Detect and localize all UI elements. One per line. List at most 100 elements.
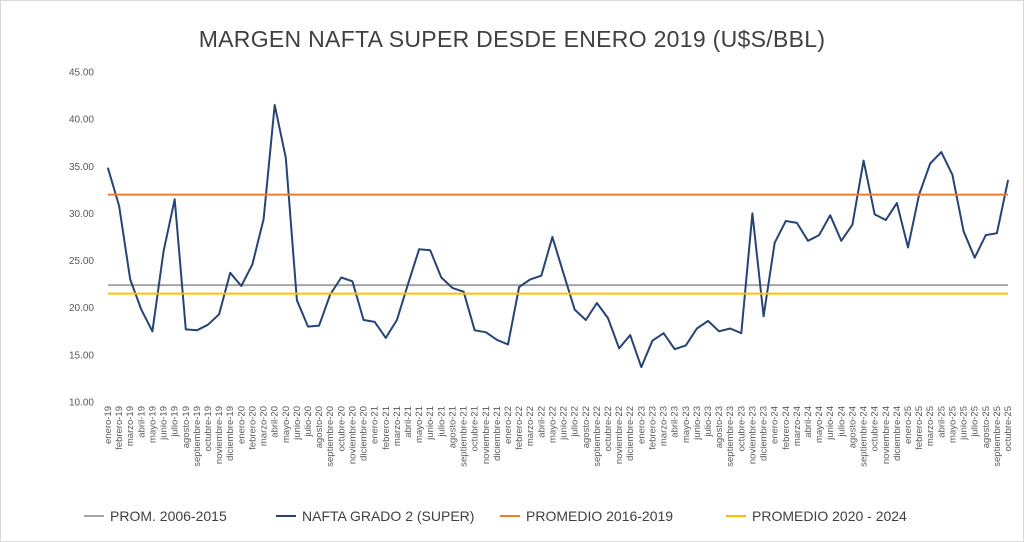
x-tick-label: julio-21 bbox=[436, 406, 447, 438]
x-tick-label: abril-21 bbox=[403, 406, 414, 438]
x-tick-label: mayo-24 bbox=[814, 406, 825, 443]
data-point bbox=[296, 299, 298, 301]
x-tick-label: junio-19 bbox=[159, 406, 170, 441]
x-tick-label: marzo-20 bbox=[259, 406, 270, 446]
data-point bbox=[584, 319, 587, 321]
x-tick-label: octubre-19 bbox=[203, 406, 214, 451]
x-tick-label: abril-22 bbox=[536, 406, 547, 438]
data-point bbox=[384, 337, 387, 339]
data-point bbox=[684, 344, 687, 347]
data-point bbox=[851, 223, 854, 226]
data-point bbox=[540, 274, 543, 277]
x-tick-label: septiembre-22 bbox=[592, 406, 603, 467]
legend-label: PROMEDIO 2016-2019 bbox=[526, 508, 674, 524]
legend-item-promedio-2016-2019: PROMEDIO 2016-2019 bbox=[500, 508, 673, 524]
x-tick-label: octubre-21 bbox=[470, 406, 481, 451]
x-axis: enero-19 febrero-19 marzo-19 abril-19 mayo-1… bbox=[103, 406, 1014, 467]
data-point bbox=[351, 280, 354, 283]
data-point bbox=[373, 321, 376, 323]
data-point bbox=[940, 151, 943, 153]
data-point bbox=[696, 327, 698, 330]
data-point bbox=[262, 218, 265, 220]
x-tick-label: enero-24 bbox=[770, 406, 781, 444]
legend-label: PROM. 2006-2015 bbox=[110, 508, 227, 524]
data-point bbox=[307, 325, 309, 328]
data-point bbox=[951, 173, 954, 176]
x-tick-label: febrero-20 bbox=[247, 406, 258, 450]
x-tick-label: septiembre-20 bbox=[325, 406, 336, 467]
x-tick-label: septiembre-19 bbox=[192, 406, 203, 467]
y-axis: 10.00 15.00 20.00 25.00 30.00 35.00 40.00 45.00 bbox=[69, 68, 94, 409]
y-tick-label: 40.00 bbox=[69, 115, 94, 126]
x-tick-label: noviembre-20 bbox=[347, 406, 358, 464]
x-tick-label: junio-23 bbox=[692, 406, 703, 441]
x-tick-label: agosto-22 bbox=[581, 406, 592, 448]
x-tick-label: abril-23 bbox=[670, 406, 681, 438]
legend-item-promedio-2020-2024: PROMEDIO 2020 - 2024 bbox=[726, 508, 907, 524]
x-tick-label: julio-24 bbox=[836, 406, 847, 438]
data-point bbox=[362, 319, 365, 321]
x-tick-label: diciembre-21 bbox=[492, 406, 503, 461]
x-tick-label: octubre-22 bbox=[603, 406, 614, 451]
x-tick-label: septiembre-23 bbox=[725, 406, 736, 467]
data-point bbox=[273, 104, 276, 106]
chart-title: MARGEN NAFTA SUPER DESDE ENERO 2019 (U$S… bbox=[198, 26, 826, 52]
data-point bbox=[162, 250, 165, 252]
x-tick-label: marzo-23 bbox=[659, 406, 670, 446]
data-point bbox=[929, 162, 932, 165]
data-point bbox=[173, 198, 176, 201]
data-point bbox=[807, 239, 809, 242]
x-tick-label: enero-22 bbox=[503, 406, 514, 444]
chart-lines bbox=[107, 104, 1009, 369]
data-point bbox=[907, 246, 909, 249]
x-tick-label: abril-24 bbox=[803, 406, 814, 438]
data-point bbox=[496, 338, 498, 341]
x-tick-label: noviembre-22 bbox=[614, 406, 625, 464]
data-point bbox=[129, 278, 132, 281]
data-point bbox=[818, 234, 820, 236]
data-point bbox=[729, 327, 732, 330]
x-tick-label: agosto-20 bbox=[314, 406, 325, 448]
y-tick-label: 15.00 bbox=[69, 350, 94, 361]
data-point bbox=[651, 339, 654, 342]
x-tick-label: octubre-23 bbox=[736, 406, 747, 451]
x-tick-label: enero-20 bbox=[236, 406, 247, 444]
x-tick-label: marzo-21 bbox=[392, 406, 403, 446]
data-point bbox=[440, 276, 443, 279]
y-tick-label: 10.00 bbox=[69, 398, 94, 409]
data-point bbox=[573, 308, 576, 311]
legend-swatch bbox=[84, 515, 104, 517]
data-point bbox=[962, 230, 965, 233]
data-point bbox=[251, 263, 254, 266]
y-tick-label: 30.00 bbox=[69, 209, 94, 220]
chart-legend: PROM. 2006-2015 NAFTA GRADO 2 (SUPER) PR… bbox=[0, 508, 1024, 530]
x-tick-label: mayo-20 bbox=[281, 406, 292, 443]
data-point bbox=[973, 256, 976, 259]
x-tick-label: enero-25 bbox=[903, 406, 914, 444]
data-point bbox=[207, 323, 209, 326]
data-point bbox=[773, 241, 776, 244]
x-tick-label: agosto-24 bbox=[847, 406, 858, 448]
data-point bbox=[107, 167, 109, 169]
x-tick-label: abril-19 bbox=[136, 406, 147, 438]
data-point bbox=[562, 272, 565, 275]
data-point bbox=[840, 239, 843, 242]
data-point bbox=[707, 320, 709, 322]
data-point bbox=[796, 222, 798, 224]
x-tick-label: mayo-25 bbox=[947, 406, 958, 443]
legend-swatch bbox=[500, 515, 520, 517]
x-tick-label: mayo-21 bbox=[414, 406, 425, 443]
x-tick-label: junio-22 bbox=[559, 406, 570, 441]
x-tick-label: junio-20 bbox=[292, 406, 303, 441]
data-point bbox=[318, 324, 320, 327]
data-point bbox=[873, 213, 876, 216]
data-point bbox=[240, 285, 243, 287]
data-point bbox=[862, 159, 865, 162]
x-tick-label: diciembre-22 bbox=[625, 406, 636, 461]
x-tick-label: julio-19 bbox=[170, 406, 181, 438]
x-tick-label: diciembre-19 bbox=[225, 406, 236, 461]
legend-label: PROMEDIO 2020 - 2024 bbox=[752, 508, 907, 524]
data-point bbox=[507, 343, 509, 346]
data-point bbox=[340, 276, 343, 279]
